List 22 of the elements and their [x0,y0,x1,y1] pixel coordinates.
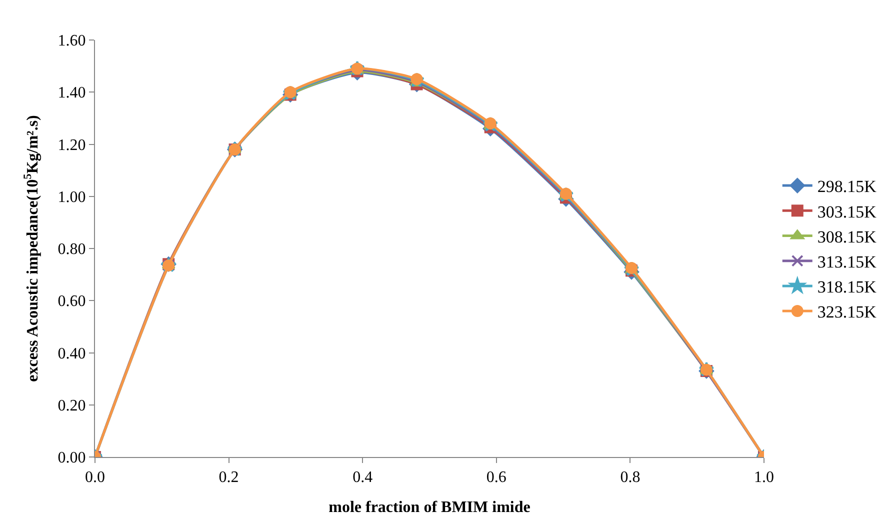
legend-label: 303.15K [817,202,878,222]
y-tick-label: 0.40 [58,345,86,362]
x-tick-label: 0.8 [620,469,640,486]
legend-label: 313.15K [817,252,878,272]
y-tick-label: 1.20 [58,136,86,154]
y-tick-label: 1.40 [58,84,86,102]
legend-label: 323.15K [817,302,878,322]
y-tick-label: 0.20 [58,397,86,414]
x-tick-label: 0.2 [218,469,239,486]
x-axis-title: mole fraction of BMIM imide [328,498,530,516]
y-tick-label: 0.80 [58,241,86,258]
legend-label: 298.15K [817,177,878,196]
x-tick-label: 0.0 [85,469,105,486]
y-tick-label: 1.00 [58,188,86,206]
y-tick-label: 1.60 [58,32,86,50]
legend-label: 318.15K [817,278,878,297]
x-tick-label: 0.6 [486,469,506,486]
x-tick-label: 1.0 [754,469,774,486]
y-tick-label: 0.00 [58,450,86,467]
legend-label: 308.15K [817,227,878,246]
x-tick-label: 0.4 [352,469,373,486]
y-tick-label: 0.60 [58,293,86,310]
